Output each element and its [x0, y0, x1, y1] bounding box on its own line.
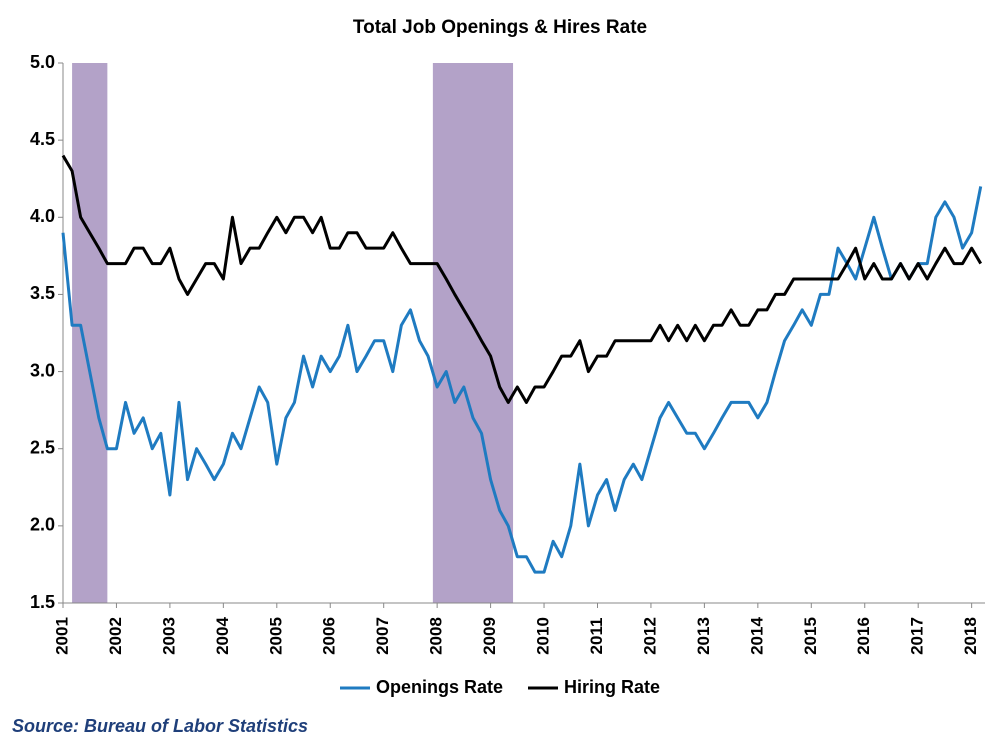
legend-label: Hiring Rate — [564, 677, 660, 697]
x-tick-label: 2007 — [373, 617, 392, 655]
x-tick-label: 2014 — [747, 617, 766, 655]
x-tick-label: 2018 — [961, 617, 980, 655]
x-tick-label: 2017 — [908, 617, 927, 655]
y-tick-label: 1.5 — [30, 592, 55, 612]
legend-label: Openings Rate — [376, 677, 503, 697]
x-tick-label: 2003 — [159, 617, 178, 655]
chart-title: Total Job Openings & Hires Rate — [353, 17, 647, 38]
recession-band — [72, 63, 108, 603]
series-line — [61, 186, 983, 574]
y-tick-label: 3.5 — [30, 283, 55, 303]
x-tick-label: 2002 — [106, 617, 125, 655]
x-tick-label: 2005 — [266, 617, 285, 655]
x-tick-label: 2015 — [801, 617, 820, 655]
y-tick-label: 4.0 — [30, 206, 55, 226]
y-tick-label: 3.0 — [30, 360, 55, 380]
y-tick-label: 4.5 — [30, 129, 55, 149]
y-tick-label: 2.5 — [30, 437, 55, 457]
series-line — [61, 154, 983, 404]
x-tick-label: 2012 — [640, 617, 659, 655]
x-tick-label: 2006 — [320, 617, 339, 655]
x-tick-label: 2016 — [854, 617, 873, 655]
y-tick-label: 2.0 — [30, 515, 55, 535]
y-tick-label: 5.0 — [30, 52, 55, 72]
x-tick-label: 2010 — [534, 617, 553, 655]
x-tick-label: 2008 — [427, 617, 446, 655]
recession-band — [432, 63, 514, 603]
x-tick-label: 2013 — [694, 617, 713, 655]
source-note: Source: Bureau of Labor Statistics — [12, 716, 308, 736]
x-tick-label: 2004 — [213, 617, 232, 655]
x-tick-label: 2001 — [52, 617, 71, 655]
x-tick-label: 2011 — [587, 618, 606, 655]
x-tick-label: 2009 — [480, 617, 499, 655]
